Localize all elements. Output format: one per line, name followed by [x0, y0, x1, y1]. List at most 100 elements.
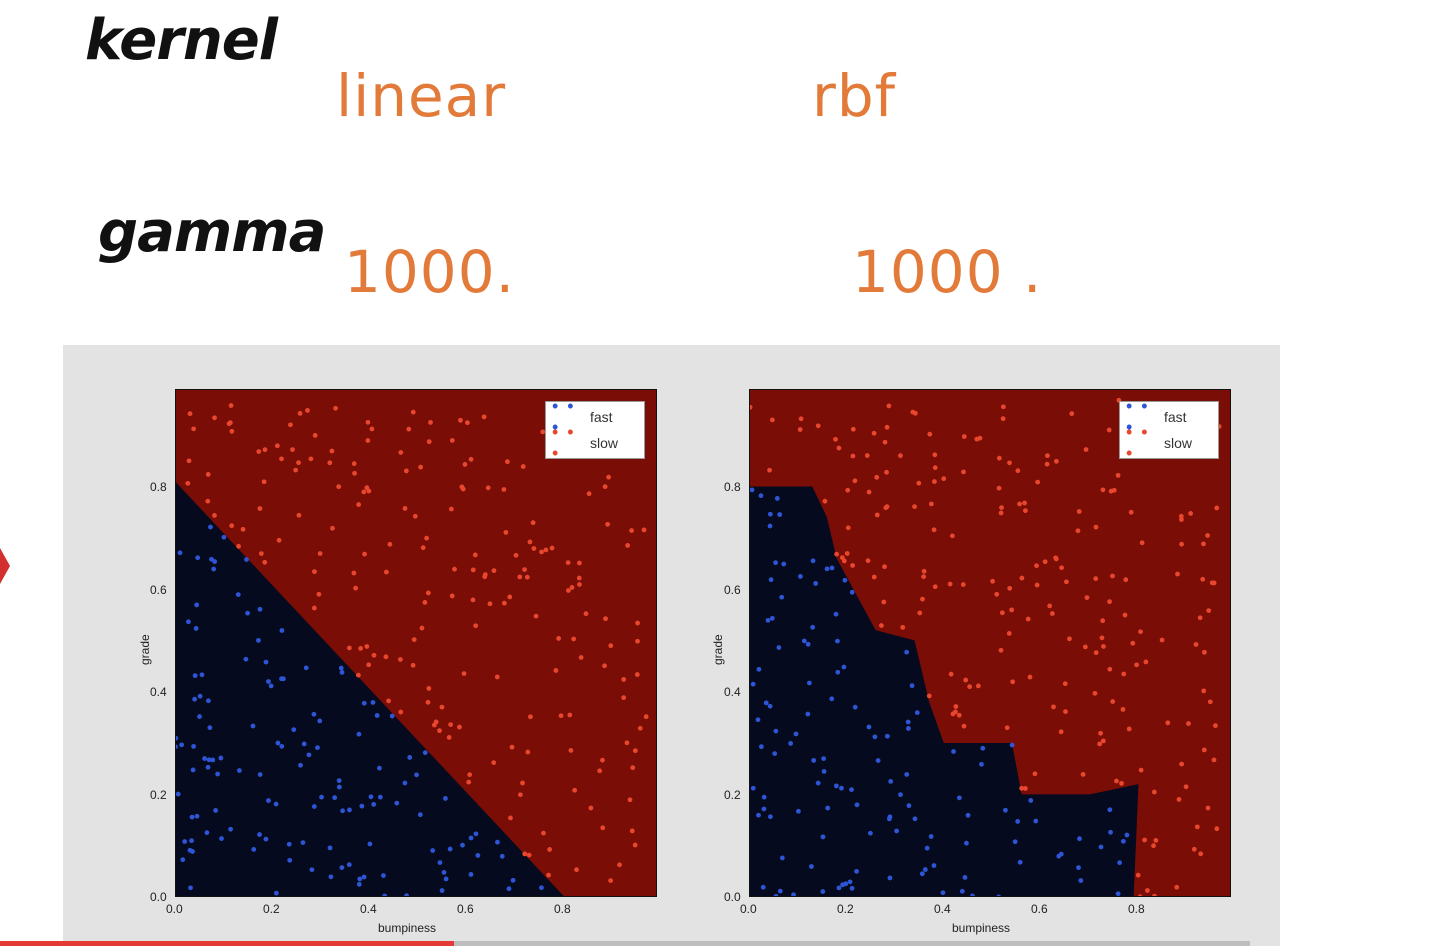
fast-point: [182, 839, 188, 844]
slow-point: [288, 422, 293, 428]
fast-point: [756, 666, 762, 672]
slow-point: [797, 427, 803, 432]
slow-point: [1214, 505, 1220, 511]
fast-point: [219, 836, 224, 841]
slow-point: [520, 464, 526, 469]
fast-point: [829, 696, 835, 702]
fast-point: [332, 795, 338, 801]
slow-point: [874, 512, 880, 518]
fast-point: [887, 814, 893, 820]
fast-point: [852, 704, 858, 710]
fast-point: [820, 889, 826, 894]
fast-point: [279, 743, 285, 749]
slow-point: [967, 684, 973, 690]
slow-point: [565, 588, 571, 593]
slow-point: [365, 419, 371, 425]
fast-point: [309, 867, 315, 873]
slow-point: [212, 513, 217, 518]
fast-point: [506, 886, 512, 892]
xtick: 0.4: [934, 902, 951, 916]
fast-point: [781, 561, 787, 567]
fast-point: [370, 700, 376, 705]
fast-point: [774, 495, 780, 501]
slow-point: [470, 597, 476, 603]
slow-point: [932, 465, 938, 471]
slow-point: [420, 545, 426, 551]
slow-point: [1044, 461, 1050, 467]
slow-point: [1128, 509, 1134, 515]
fast-point: [194, 602, 200, 608]
slow-point: [1019, 785, 1025, 791]
fast-point: [257, 832, 262, 837]
fast-point: [811, 757, 817, 763]
video-progress-bar[interactable]: [0, 941, 1250, 946]
fast-point: [447, 846, 453, 852]
fast-point: [235, 592, 241, 597]
slow-point: [1211, 757, 1217, 763]
fast-point: [840, 882, 846, 888]
xtick: 0.6: [1031, 902, 1048, 916]
slow-point: [921, 568, 927, 574]
slow-point: [1110, 573, 1115, 579]
slow-point: [1022, 500, 1027, 506]
slow-point: [1206, 608, 1212, 614]
fast-point: [980, 745, 986, 751]
slow-point: [1191, 846, 1197, 852]
slow-point: [352, 470, 357, 476]
slow-point: [884, 469, 889, 475]
slow-point: [999, 610, 1005, 616]
slow-point: [185, 480, 191, 486]
slow-point: [1201, 688, 1207, 694]
fast-point: [756, 812, 761, 818]
fast-point: [298, 762, 303, 768]
slow-point: [1142, 837, 1147, 843]
slow-marker-icon: • • •: [1126, 422, 1150, 463]
slow-point: [576, 575, 582, 581]
slow-point: [1143, 659, 1149, 665]
slow-point: [886, 403, 892, 409]
slow-point: [1025, 616, 1031, 622]
fast-point: [193, 626, 199, 631]
kernel-value-rbf: rbf: [812, 62, 897, 130]
fast-point: [761, 806, 767, 812]
slow-point: [1004, 725, 1010, 731]
slow-point: [1027, 674, 1033, 680]
kernel-value-linear: linear: [336, 62, 507, 130]
xtick: 0.0: [740, 902, 757, 916]
slow-point: [462, 462, 468, 467]
slow-point: [1138, 629, 1143, 635]
slow-point: [426, 686, 432, 691]
gamma-label: gamma: [98, 200, 326, 265]
slow-point: [634, 672, 640, 677]
slow-point: [864, 453, 870, 458]
fast-point: [356, 731, 362, 737]
slow-point: [513, 552, 519, 558]
fast-point: [761, 794, 767, 800]
slow-point: [1205, 805, 1211, 811]
slow-point: [546, 872, 551, 878]
slow-point: [1107, 599, 1112, 605]
fast-point: [1003, 807, 1008, 813]
slow-point: [439, 704, 445, 710]
slow-point: [1007, 460, 1012, 466]
slow-point: [517, 792, 523, 798]
fast-point: [499, 853, 505, 859]
x-axis-label: bumpiness: [378, 921, 437, 935]
fast-point: [912, 816, 918, 822]
slow-point: [327, 460, 333, 466]
slow-point: [522, 851, 528, 857]
slow-point: [822, 498, 828, 504]
slow-point: [947, 581, 953, 587]
ytick: 0.8: [150, 480, 167, 494]
fast-point: [275, 740, 281, 746]
slow-point: [836, 445, 842, 451]
fast-point: [914, 710, 920, 716]
slow-point: [1114, 778, 1119, 784]
slow-point: [1032, 771, 1038, 777]
fast-point: [339, 865, 345, 871]
fast-point: [245, 610, 250, 616]
fast-point: [749, 487, 755, 493]
slow-point: [571, 636, 577, 642]
slow-point: [844, 551, 850, 556]
fast-point: [475, 852, 481, 858]
